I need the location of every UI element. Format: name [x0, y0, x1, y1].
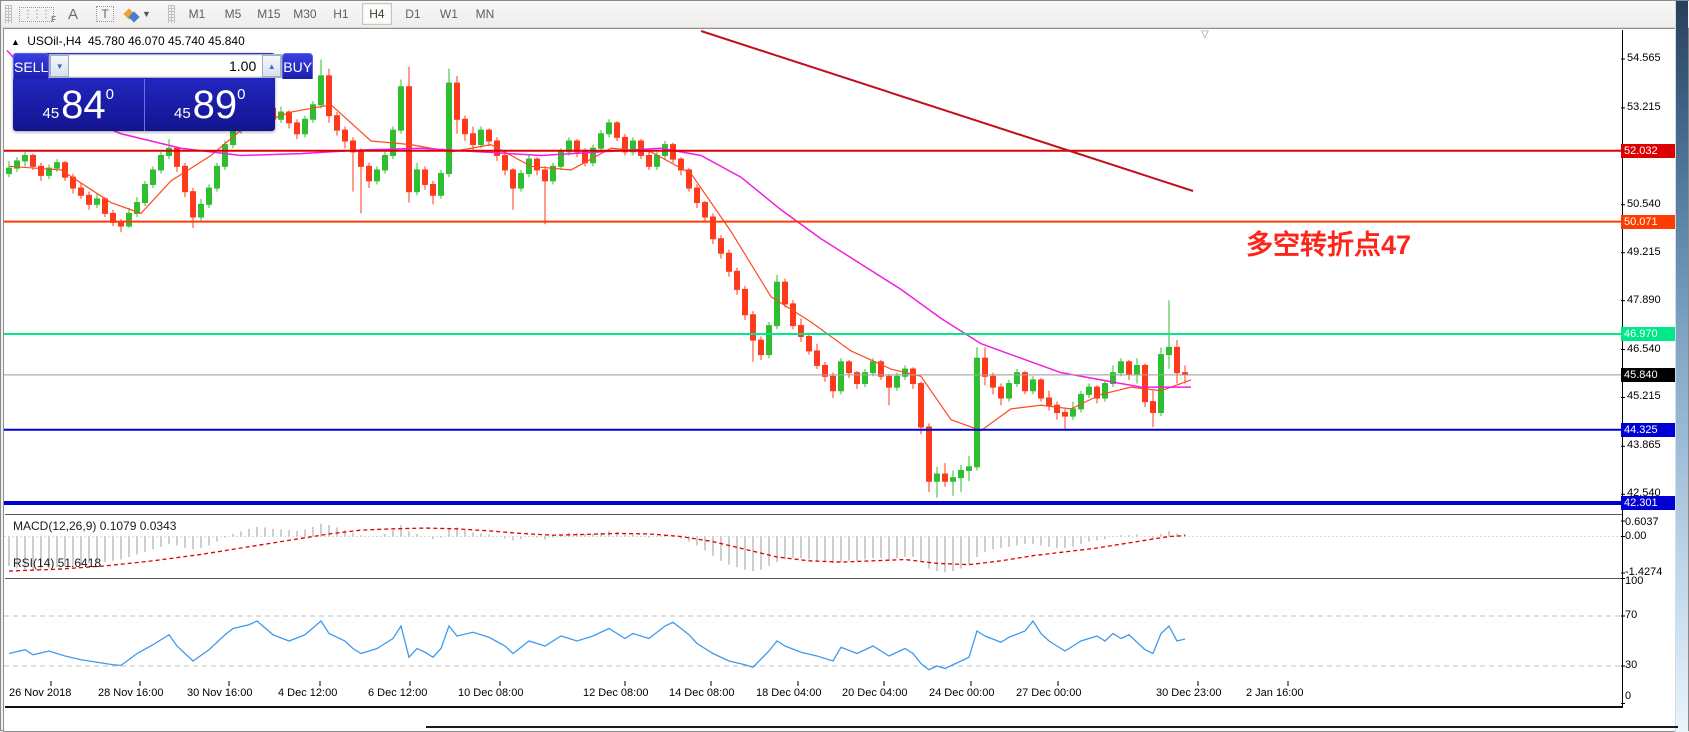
price-tick-label: 43.865 — [1627, 439, 1661, 452]
price-tag: 46.970 — [1621, 326, 1675, 341]
rsi-label: RSI(14) 51.6418 — [13, 556, 102, 570]
tf-button-D1[interactable]: D1 — [405, 7, 421, 21]
toolbar-drag-handle[interactable] — [167, 5, 175, 23]
toolbar: ⋮⋮⋮ F A T ▼ M1 M5 M15 M30 H1 H4 D1 W1 MN — [1, 1, 1689, 28]
ask-price-button[interactable]: 45 89 0 — [145, 79, 276, 131]
date-label: 27 Dec 00:00 — [1016, 687, 1082, 699]
tf-button-M30[interactable]: M30 — [293, 7, 317, 21]
chevron-down-icon: ▼ — [142, 9, 151, 19]
font-a-icon[interactable]: A — [67, 5, 78, 23]
price-tick-label: 49.215 — [1627, 245, 1661, 258]
ask-pips: 89 — [192, 83, 238, 127]
bid-fraction: 0 — [105, 86, 115, 103]
date-label: 30 Dec 23:00 — [1156, 687, 1222, 699]
macd-pane[interactable] — [5, 515, 1623, 579]
ask-whole: 45 — [173, 105, 191, 122]
bid-pips: 84 — [61, 83, 106, 127]
date-label: 14 Dec 08:00 — [669, 687, 735, 699]
price-tag: 52.032 — [1621, 143, 1675, 158]
date-label: 24 Dec 00:00 — [929, 687, 995, 699]
buy-button[interactable]: BUY — [282, 53, 314, 79]
ohlc-readout: 45.780 46.070 45.740 45.840 — [87, 34, 245, 48]
tf-button-H1[interactable]: H1 — [333, 7, 349, 21]
sell-button[interactable]: SELL — [13, 53, 50, 79]
tf-button-M15[interactable]: M15 — [257, 7, 281, 21]
date-axis[interactable] — [5, 708, 1679, 730]
date-label: 4 Dec 12:00 — [278, 687, 338, 699]
indicator-grid-f-icon[interactable]: ⋮⋮⋮ F — [18, 2, 56, 26]
price-tag: 45.840 — [1621, 367, 1675, 382]
date-label: 20 Dec 04:00 — [842, 687, 908, 699]
volume-decrease-button[interactable]: ▼ — [50, 55, 70, 77]
price-tick-label: 47.890 — [1627, 293, 1661, 306]
macd-axis-label: 0.6037 — [1625, 516, 1659, 528]
rsi-axis-label: 100 — [1625, 575, 1644, 587]
price-tag: 42.301 — [1621, 495, 1675, 510]
volume-increase-button[interactable]: ▲ — [262, 55, 282, 77]
date-label: 2 Jan 16:00 — [1246, 687, 1304, 699]
macd-axis-label: -1.4274 — [1625, 566, 1663, 579]
window-bottom-edge — [426, 726, 1678, 728]
chart-annotation: 多空转折点47 — [1246, 230, 1412, 260]
date-label: 26 Nov 2018 — [9, 687, 72, 699]
chart-window — [3, 28, 1680, 732]
price-tick-label: 53.215 — [1627, 100, 1661, 113]
bid-price-button[interactable]: 45 84 0 — [13, 79, 145, 131]
tf-button-M1[interactable]: M1 — [188, 7, 206, 21]
shapes-icon[interactable]: ▼ — [123, 2, 152, 26]
price-tick-label: 54.565 — [1627, 52, 1661, 64]
timeframe-toolbar: M1 M5 M15 M30 H1 H4 D1 W1 MN — [179, 3, 503, 25]
price-tag: 50.071 — [1621, 214, 1675, 229]
toolbar-drag-handle[interactable] — [5, 5, 12, 23]
ask-fraction: 0 — [237, 86, 246, 103]
date-label: 30 Nov 16:00 — [187, 687, 253, 699]
tf-button-H4[interactable]: H4 — [361, 3, 392, 25]
tf-button-MN[interactable]: MN — [475, 7, 495, 21]
rsi-axis-label: 70 — [1625, 609, 1638, 621]
macd-axis-label: 0.00 — [1625, 529, 1647, 542]
price-tag: 44.325 — [1621, 422, 1675, 437]
date-label: 12 Dec 08:00 — [583, 687, 649, 699]
macd-label: MACD(12,26,9) 0.1079 0.0343 — [13, 519, 177, 533]
symbol-marker-icon: ▲ — [11, 37, 20, 47]
window-edge-glass — [1675, 1, 1688, 732]
bid-whole: 45 — [42, 105, 60, 122]
price-tick-label: 45.215 — [1627, 390, 1661, 403]
date-label: 28 Nov 16:00 — [98, 687, 164, 699]
tf-button-W1[interactable]: W1 — [439, 7, 458, 21]
price-tick-label: 46.540 — [1627, 342, 1661, 355]
date-label: 18 Dec 04:00 — [756, 687, 822, 699]
text-label-icon[interactable]: T — [91, 2, 119, 26]
date-label: 6 Dec 12:00 — [368, 687, 428, 699]
symbol-name: USOil-,H4 — [27, 34, 82, 48]
price-tick-label: 50.540 — [1627, 197, 1661, 210]
one-click-trading-panel: SELL ▼ ▲ BUY 45 84 0 45 89 0 — [13, 53, 314, 131]
date-label: 10 Dec 08:00 — [458, 687, 524, 699]
volume-input[interactable] — [69, 56, 263, 76]
rsi-axis-label: 30 — [1625, 659, 1638, 671]
tf-button-M5[interactable]: M5 — [224, 7, 242, 21]
chart-title: ▲ USOil-,H4 45.780 46.070 45.740 45.840 — [11, 34, 245, 48]
rsi-axis-label: 0 — [1625, 690, 1632, 702]
chart-shift-marker-icon[interactable]: ▽ — [1201, 29, 1209, 40]
